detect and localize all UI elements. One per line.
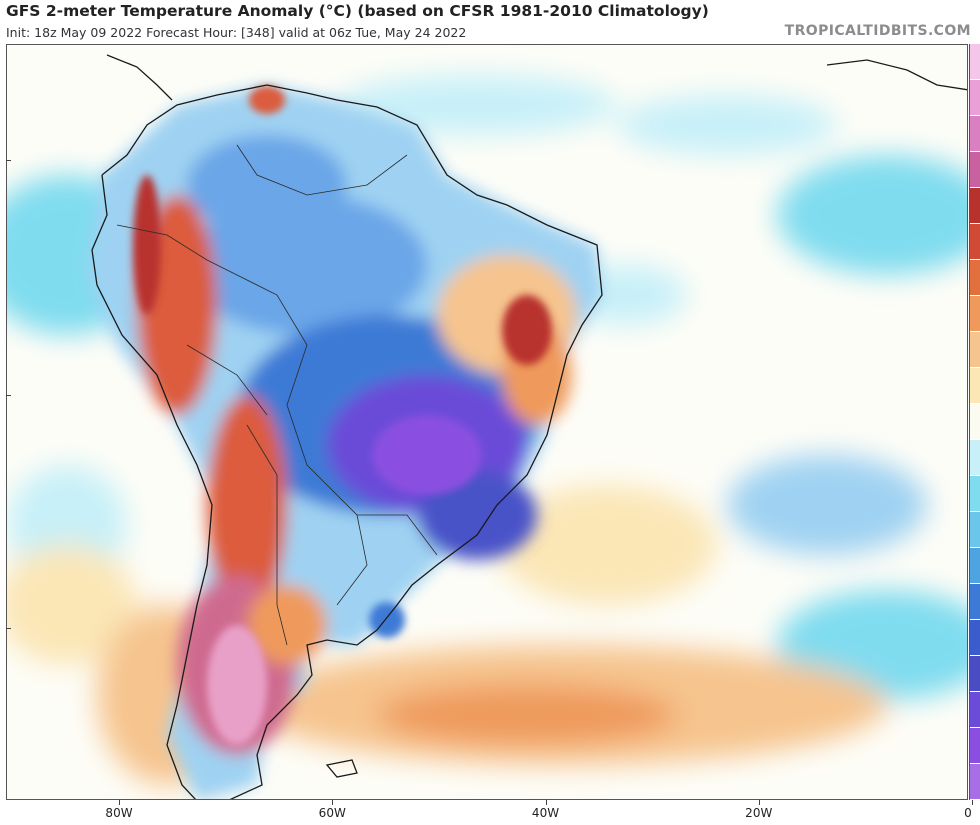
anomaly-region — [777, 155, 967, 275]
lon-tick-label: 60W — [318, 806, 346, 820]
legend-color-step — [970, 332, 980, 368]
anomaly-region — [502, 295, 552, 365]
anomaly-detail-field — [133, 86, 552, 745]
legend-color-step — [970, 548, 980, 584]
legend-color-step — [970, 692, 980, 728]
map-subtitle: Init: 18z May 09 2022 Forecast Hour: [34… — [6, 25, 467, 40]
anomaly-region — [617, 95, 837, 155]
anomaly-region — [7, 545, 137, 665]
legend-color-step — [970, 584, 980, 620]
brand-watermark: TROPICALTIDBITS.COM — [784, 23, 971, 39]
legend-color-step — [970, 440, 980, 476]
lon-tick-label: 0 — [964, 806, 972, 820]
lon-tick-mark — [972, 800, 973, 805]
anomaly-region — [207, 625, 267, 745]
anomaly-region — [497, 485, 717, 605]
anomaly-region — [377, 685, 677, 745]
anomaly-region — [133, 175, 161, 315]
lon-tick-mark — [545, 800, 547, 805]
lon-tick-label: 20W — [745, 806, 773, 820]
anomaly-region — [187, 135, 347, 235]
lat-tick — [6, 628, 11, 629]
map-title: GFS 2-meter Temperature Anomaly (°C) (ba… — [6, 2, 709, 20]
lat-tick — [6, 160, 11, 161]
temperature-anomaly-field — [7, 75, 967, 785]
legend-color-step — [970, 188, 980, 224]
anomaly-map-svg — [7, 54, 967, 799]
legend-color-step — [970, 152, 980, 188]
country-borders — [116, 144, 438, 646]
lon-tick-mark — [119, 800, 120, 805]
legend-color-step — [970, 260, 980, 296]
color-legend-bar — [969, 44, 980, 800]
legend-color-step — [970, 224, 980, 260]
legend-color-step — [970, 620, 980, 656]
lon-tick-label: 80W — [105, 806, 133, 820]
anomaly-map — [6, 44, 968, 800]
anomaly-region — [207, 395, 287, 615]
legend-color-step — [970, 764, 980, 800]
coastlines — [91, 54, 967, 799]
legend-color-step — [970, 404, 980, 440]
lon-tick-label: 40W — [531, 806, 560, 820]
header: GFS 2-meter Temperature Anomaly (°C) (ba… — [0, 0, 980, 44]
legend-color-step — [970, 116, 980, 152]
legend-color-step — [970, 80, 980, 116]
legend-color-step — [970, 476, 980, 512]
lat-tick — [6, 395, 11, 396]
lon-tick-mark — [758, 800, 760, 805]
legend-color-step — [970, 44, 980, 80]
anomaly-region — [417, 470, 537, 560]
legend-color-step — [970, 512, 980, 548]
legend-color-step — [970, 368, 980, 404]
lon-tick-mark — [332, 800, 334, 805]
legend-color-step — [970, 728, 980, 764]
legend-color-step — [970, 296, 980, 332]
legend-color-step — [970, 656, 980, 692]
anomaly-region — [372, 415, 482, 495]
anomaly-region — [727, 455, 927, 555]
anomaly-region — [249, 86, 285, 114]
